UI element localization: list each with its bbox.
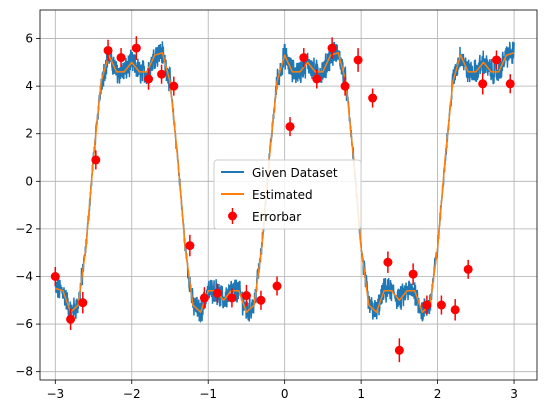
errorbar-point (368, 93, 378, 103)
y-tick-label: 0 (25, 174, 33, 188)
errorbar-point (50, 271, 60, 281)
x-tick-label: 1 (357, 387, 365, 401)
series-estimated (55, 52, 515, 313)
y-tick-label: −6 (15, 317, 33, 331)
series-layer (50, 36, 515, 363)
legend: Given Dataset Estimated Errorbar (213, 159, 362, 230)
errorbar-point (185, 241, 195, 251)
errorbar-point (169, 81, 179, 91)
errorbar-point (78, 298, 88, 308)
y-tick-label: 2 (25, 127, 33, 141)
x-tick-label: 2 (434, 387, 442, 401)
legend-label-errorbar: Errorbar (252, 210, 301, 224)
legend-label-estimated: Estimated (252, 188, 313, 202)
errorbar-point (157, 69, 167, 79)
errorbar-point (327, 43, 337, 53)
x-tick-label: −2 (123, 387, 141, 401)
x-tick-label: −3 (46, 387, 64, 401)
errorbar-point (450, 305, 460, 315)
errorbar-point (212, 288, 222, 298)
y-tick-label: 6 (25, 32, 33, 46)
errorbar-point (408, 269, 418, 279)
y-tick-label: 4 (25, 79, 33, 93)
legend-swatch-errorbar-marker (228, 211, 237, 221)
errorbar-point (463, 264, 473, 274)
errorbar-point (394, 345, 404, 355)
errorbar-point (491, 55, 501, 65)
x-tick-label: 0 (281, 387, 289, 401)
axes-frame (39, 9, 538, 381)
x-axis: −3 −2 −1 0 1 2 3 (46, 380, 518, 401)
errorbar-point (144, 74, 154, 84)
y-axis: −8 −6 −4 −2 0 2 4 6 (15, 32, 40, 379)
errorbar-point (131, 43, 141, 53)
y-tick-label: −2 (15, 222, 33, 236)
errorbar-point (199, 293, 209, 303)
errorbar-point (272, 281, 282, 291)
errorbar-point (256, 295, 266, 305)
y-tick-label: −4 (15, 269, 33, 283)
errorbar-point (436, 300, 446, 310)
errorbar-point (116, 53, 126, 63)
errorbar-point (353, 55, 363, 65)
errorbar-point (241, 291, 251, 301)
errorbar-point (66, 314, 76, 324)
errorbar-point (478, 79, 488, 89)
legend-label-given-dataset: Given Dataset (252, 166, 338, 180)
errorbar-point (505, 79, 515, 89)
errorbar-point (422, 300, 432, 310)
errorbar-point (103, 45, 113, 55)
errorbar-point (383, 257, 393, 267)
errorbar-point (299, 53, 309, 63)
legend-frame (213, 159, 362, 230)
errorbar-point (285, 122, 295, 132)
errorbar-point (340, 81, 350, 91)
errorbar-point (91, 155, 101, 165)
x-tick-label: −1 (199, 387, 217, 401)
errorbar-point (227, 293, 237, 303)
errorbar-point (312, 74, 322, 84)
y-tick-label: −8 (15, 365, 33, 379)
x-tick-label: 3 (510, 387, 518, 401)
